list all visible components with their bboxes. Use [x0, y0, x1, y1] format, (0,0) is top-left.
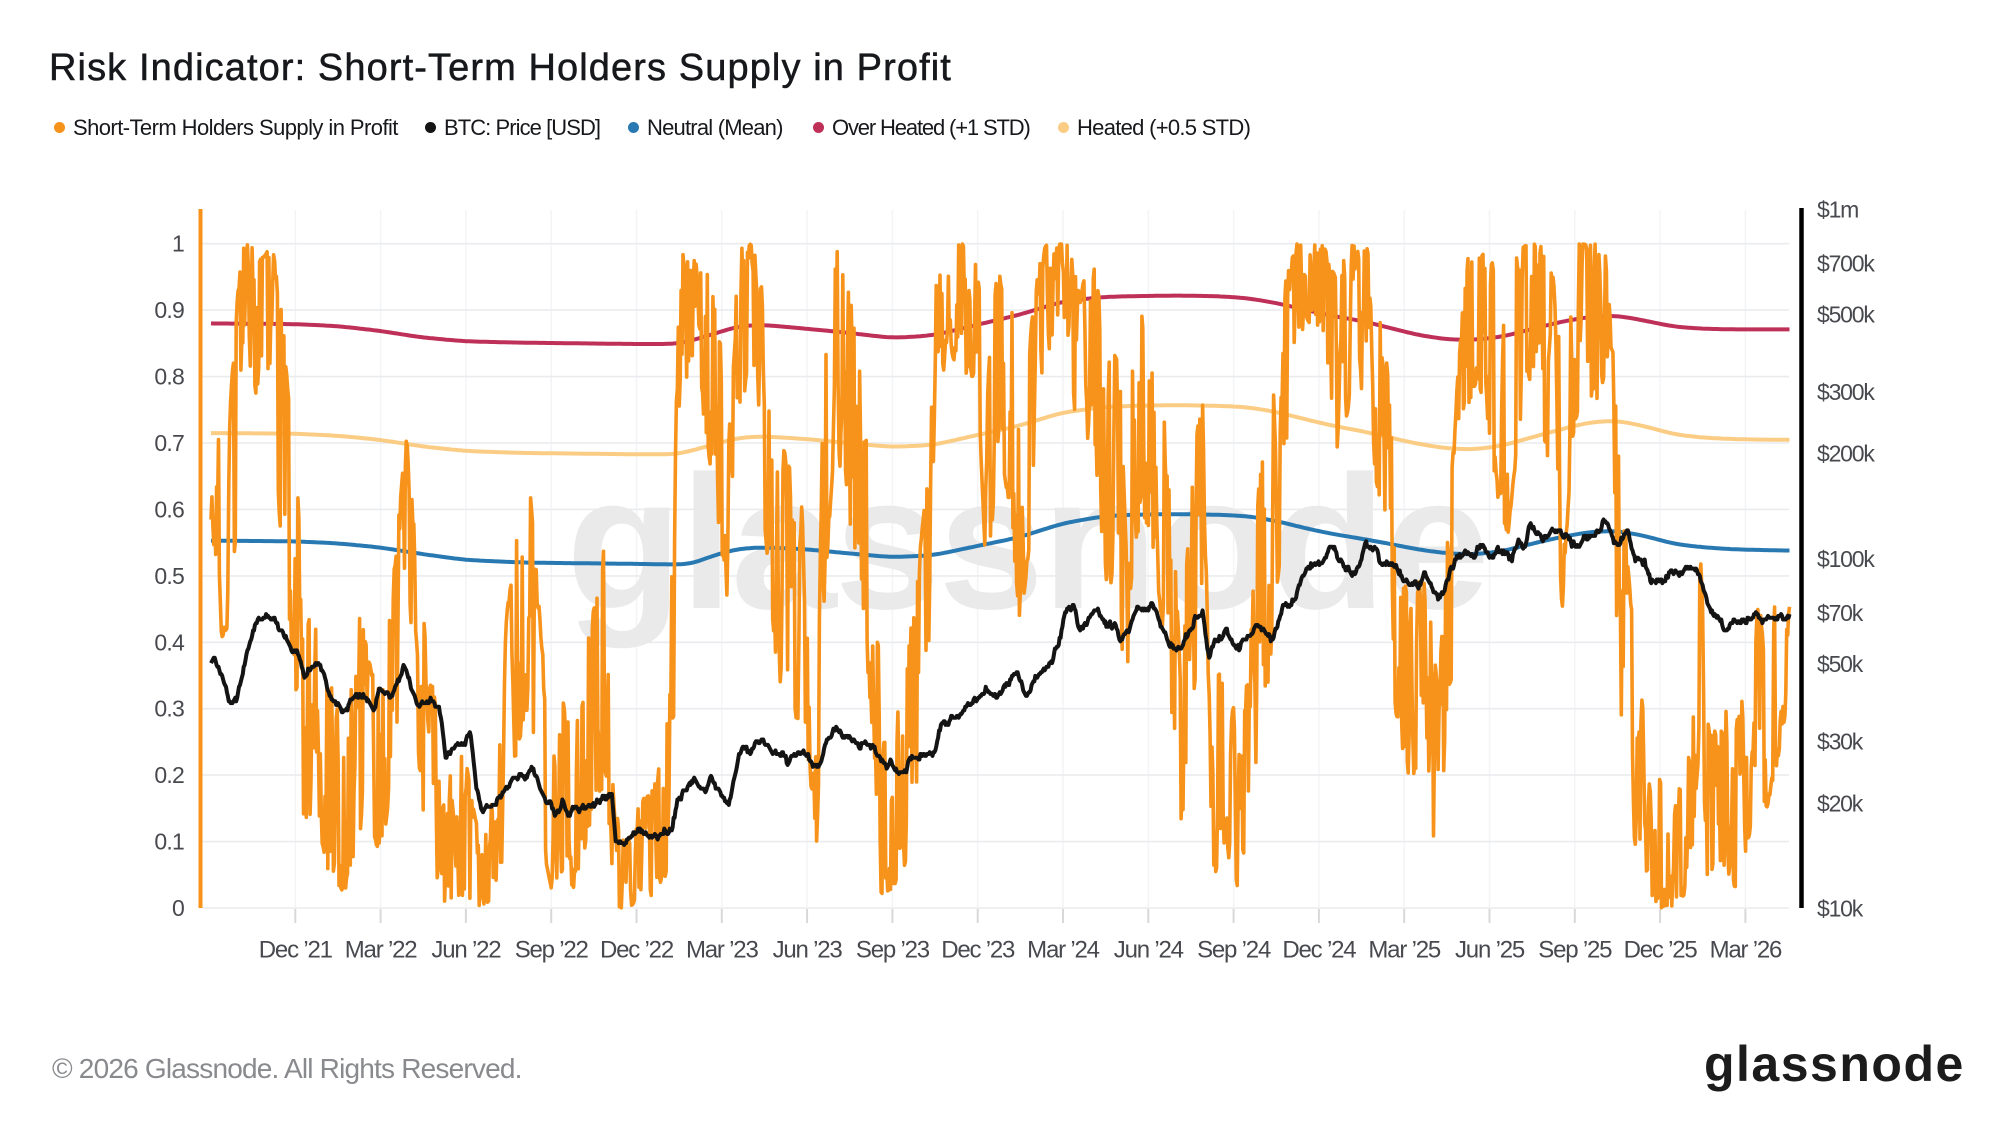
svg-text:0.7: 0.7 — [154, 430, 184, 456]
svg-text:$70k: $70k — [1817, 600, 1864, 626]
svg-text:$1m: $1m — [1817, 196, 1858, 222]
svg-text:Jun ’25: Jun ’25 — [1455, 937, 1525, 964]
svg-text:$20k: $20k — [1817, 790, 1864, 816]
svg-text:Sep ’25: Sep ’25 — [1538, 937, 1612, 964]
svg-text:0.9: 0.9 — [154, 297, 184, 323]
svg-text:$100k: $100k — [1817, 546, 1875, 572]
svg-text:Sep ’24: Sep ’24 — [1197, 937, 1271, 964]
svg-text:Dec ’22: Dec ’22 — [600, 937, 674, 964]
svg-text:Jun ’23: Jun ’23 — [773, 937, 843, 964]
svg-text:0: 0 — [172, 895, 184, 921]
svg-text:$200k: $200k — [1817, 441, 1875, 467]
svg-text:0.8: 0.8 — [154, 364, 184, 390]
svg-text:Jun ’22: Jun ’22 — [431, 937, 501, 964]
svg-text:Dec ’23: Dec ’23 — [941, 937, 1015, 964]
svg-text:Dec ’21: Dec ’21 — [259, 937, 333, 964]
svg-text:Sep ’23: Sep ’23 — [856, 937, 930, 964]
svg-text:Mar ’24: Mar ’24 — [1027, 937, 1099, 964]
svg-text:Mar ’22: Mar ’22 — [345, 937, 417, 964]
svg-text:$300k: $300k — [1817, 379, 1875, 405]
svg-text:Jun ’24: Jun ’24 — [1114, 937, 1184, 964]
svg-text:0.3: 0.3 — [154, 696, 184, 722]
svg-text:0.1: 0.1 — [154, 829, 184, 855]
svg-text:$500k: $500k — [1817, 302, 1875, 328]
svg-text:glassnode: glassnode — [566, 437, 1488, 649]
svg-text:0.6: 0.6 — [154, 496, 184, 522]
svg-text:$10k: $10k — [1817, 896, 1864, 922]
svg-text:Sep ’22: Sep ’22 — [515, 937, 589, 964]
svg-text:0.5: 0.5 — [154, 563, 184, 589]
svg-text:0.2: 0.2 — [154, 762, 184, 788]
svg-text:1: 1 — [172, 231, 184, 257]
svg-text:Dec ’25: Dec ’25 — [1624, 937, 1698, 964]
svg-text:Mar ’23: Mar ’23 — [686, 937, 758, 964]
svg-text:0.4: 0.4 — [154, 629, 185, 655]
svg-text:$30k: $30k — [1817, 729, 1864, 755]
svg-text:Dec ’24: Dec ’24 — [1282, 937, 1356, 964]
svg-text:$700k: $700k — [1817, 251, 1875, 277]
svg-text:Mar ’26: Mar ’26 — [1710, 937, 1782, 964]
svg-text:$50k: $50k — [1817, 651, 1864, 677]
svg-text:Mar ’25: Mar ’25 — [1368, 937, 1440, 964]
